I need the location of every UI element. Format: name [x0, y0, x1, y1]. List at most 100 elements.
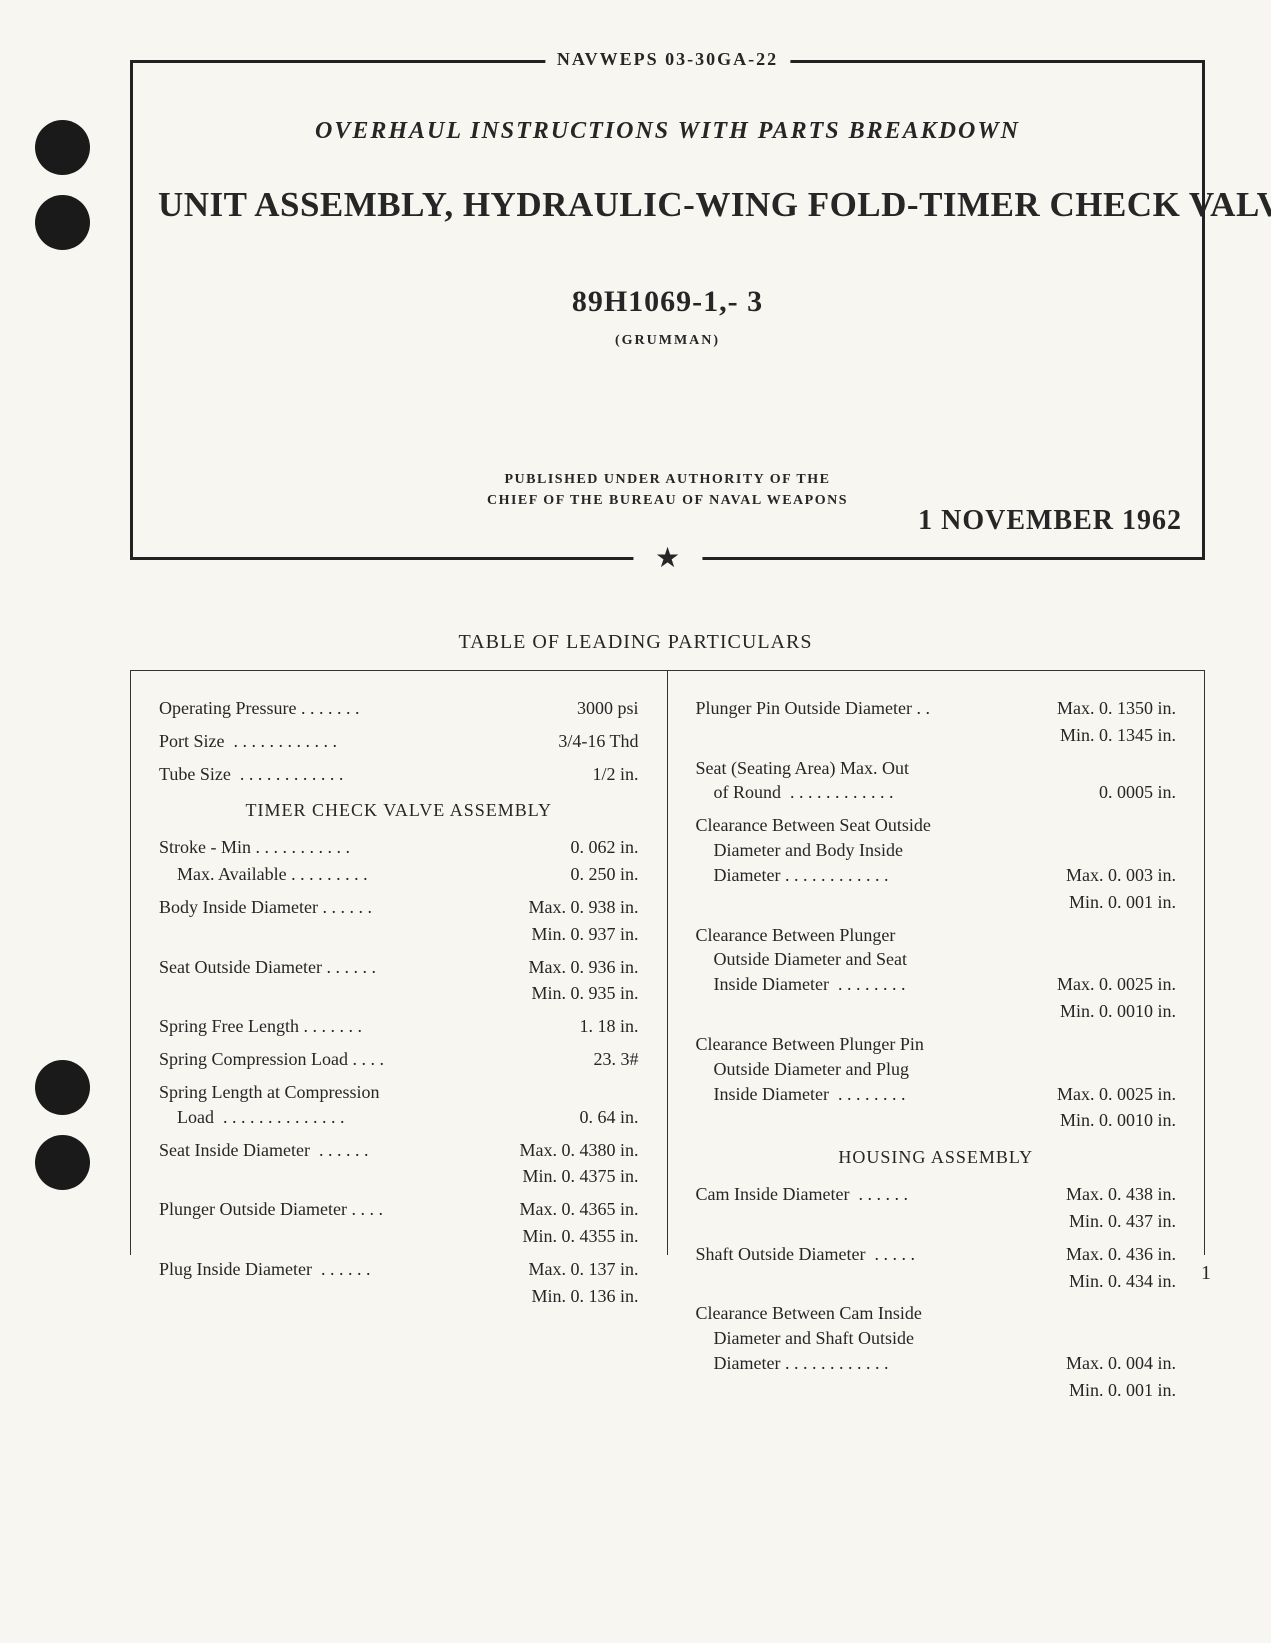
spec-value: Max. 0. 004 in.: [1058, 1351, 1176, 1376]
spec-label: Plunger Outside Diameter . . . .: [159, 1197, 383, 1222]
spec-label: Plunger Pin Outside Diameter . .: [696, 696, 930, 721]
spec-label: Cam Inside Diameter . . . . . .: [696, 1182, 908, 1207]
particulars-right-column: Plunger Pin Outside Diameter . . Max. 0.…: [668, 671, 1205, 1255]
spec-label-head: Clearance Between Seat Outside: [696, 813, 1177, 838]
spec-value: Max. 0. 1350 in.: [1049, 696, 1176, 721]
spec-row: Seat Inside Diameter . . . . . . Max. 0.…: [159, 1138, 639, 1163]
spec-row: Plunger Pin Outside Diameter . . Max. 0.…: [696, 696, 1177, 721]
particulars-table: Operating Pressure . . . . . . . 3000 ps…: [130, 670, 1205, 1255]
spec-row: Plug Inside Diameter . . . . . . Max. 0.…: [159, 1257, 639, 1282]
spec-value-min: Min. 0. 937 in.: [159, 922, 639, 947]
spec-label: Plug Inside Diameter . . . . . .: [159, 1257, 370, 1282]
spec-value: Max. 0. 938 in.: [521, 895, 639, 920]
spec-value-min: Min. 0. 434 in.: [696, 1269, 1177, 1294]
title-frame: NAVWEPS 03-30GA-22 OVERHAUL INSTRUCTIONS…: [130, 60, 1205, 560]
spec-value: Max. 0. 137 in.: [521, 1257, 639, 1282]
spec-value: Max. 0. 936 in.: [521, 955, 639, 980]
spec-label-head: Clearance Between Plunger: [696, 923, 1177, 948]
particulars-left-column: Operating Pressure . . . . . . . 3000 ps…: [131, 671, 668, 1255]
spec-row: Max. Available . . . . . . . . . 0. 250 …: [159, 862, 639, 887]
spec-value: Max. 0. 003 in.: [1058, 863, 1176, 888]
spec-row: Load . . . . . . . . . . . . . . 0. 64 i…: [159, 1105, 639, 1130]
spec-label: Diameter . . . . . . . . . . . .: [714, 863, 889, 888]
spec-label: Shaft Outside Diameter . . . . .: [696, 1242, 915, 1267]
spec-label: Spring Compression Load . . . .: [159, 1047, 384, 1072]
spec-row: Plunger Outside Diameter . . . . Max. 0.…: [159, 1197, 639, 1222]
spec-label: Port Size . . . . . . . . . . . .: [159, 729, 337, 754]
spec-label-head: Outside Diameter and Seat: [696, 947, 1177, 972]
section-subheading: HOUSING ASSEMBLY: [696, 1145, 1177, 1170]
spec-label: of Round . . . . . . . . . . . .: [714, 780, 894, 805]
spec-label: Inside Diameter . . . . . . . .: [714, 1082, 906, 1107]
document-title: UNIT ASSEMBLY, HYDRAULIC-WING FOLD-TIMER…: [158, 185, 1177, 225]
spec-row: Inside Diameter . . . . . . . . Max. 0. …: [696, 972, 1177, 997]
part-number: 89H1069-1,- 3: [158, 285, 1177, 319]
spec-label: Stroke - Min . . . . . . . . . . .: [159, 835, 350, 860]
spec-value-min: Min. 0. 0010 in.: [696, 999, 1177, 1024]
spec-value: 0. 64 in.: [571, 1105, 638, 1130]
spec-value: Max. 0. 436 in.: [1058, 1242, 1176, 1267]
spec-value: 1. 18 in.: [571, 1014, 638, 1039]
punch-hole-icon: [35, 120, 90, 175]
spec-value-min: Min. 0. 935 in.: [159, 981, 639, 1006]
spec-row: Stroke - Min . . . . . . . . . . . 0. 06…: [159, 835, 639, 860]
spec-label: Body Inside Diameter . . . . . .: [159, 895, 372, 920]
spec-value: 0. 0005 in.: [1091, 780, 1176, 805]
spec-row: of Round . . . . . . . . . . . . 0. 0005…: [696, 780, 1177, 805]
spec-value: Max. 0. 438 in.: [1058, 1182, 1176, 1207]
spec-label-head: Seat (Seating Area) Max. Out: [696, 756, 1177, 781]
spec-label: Seat Inside Diameter . . . . . .: [159, 1138, 368, 1163]
table-title: TABLE OF LEADING PARTICULARS: [459, 631, 813, 654]
spec-row: Shaft Outside Diameter . . . . . Max. 0.…: [696, 1242, 1177, 1267]
spec-row: Operating Pressure . . . . . . . 3000 ps…: [159, 696, 639, 721]
spec-label: Spring Free Length . . . . . . .: [159, 1014, 362, 1039]
punch-hole-icon: [35, 195, 90, 250]
spec-value: Max. 0. 4365 in.: [512, 1197, 639, 1222]
spec-label: Operating Pressure . . . . . . .: [159, 696, 359, 721]
publication-date: 1 NOVEMBER 1962: [918, 505, 1182, 537]
spec-value-min: Min. 0. 4355 in.: [159, 1224, 639, 1249]
spec-value-min: Min. 0. 1345 in.: [696, 723, 1177, 748]
spec-row: Spring Compression Load . . . . 23. 3#: [159, 1047, 639, 1072]
punch-hole-icon: [35, 1060, 90, 1115]
punch-hole-icon: [35, 1135, 90, 1190]
spec-row: Port Size . . . . . . . . . . . . 3/4-16…: [159, 729, 639, 754]
section-subheading: TIMER CHECK VALVE ASSEMBLY: [159, 798, 639, 823]
spec-value-min: Min. 0. 437 in.: [696, 1209, 1177, 1234]
spec-label-head: Spring Length at Compression: [159, 1080, 639, 1105]
spec-label-head: Clearance Between Cam Inside: [696, 1301, 1177, 1326]
spec-value: 0. 062 in.: [562, 835, 638, 860]
spec-label-head: Diameter and Shaft Outside: [696, 1326, 1177, 1351]
star-icon: ★: [633, 545, 702, 573]
spec-row: Diameter . . . . . . . . . . . . Max. 0.…: [696, 1351, 1177, 1376]
spec-value: 23. 3#: [586, 1047, 639, 1072]
navweps-id: NAVWEPS 03-30GA-22: [545, 49, 790, 70]
page-number: 1: [1201, 1262, 1211, 1285]
document-page: NAVWEPS 03-30GA-22 OVERHAUL INSTRUCTIONS…: [0, 0, 1271, 1643]
spec-row: Seat Outside Diameter . . . . . . Max. 0…: [159, 955, 639, 980]
authority-line: PUBLISHED UNDER AUTHORITY OF THE: [505, 472, 831, 487]
spec-value: Max. 0. 0025 in.: [1049, 1082, 1176, 1107]
spec-row: Cam Inside Diameter . . . . . . Max. 0. …: [696, 1182, 1177, 1207]
spec-row: Spring Free Length . . . . . . . 1. 18 i…: [159, 1014, 639, 1039]
spec-label: Inside Diameter . . . . . . . .: [714, 972, 906, 997]
spec-value-min: Min. 0. 136 in.: [159, 1284, 639, 1309]
spec-value: 1/2 in.: [584, 762, 638, 787]
spec-row: Tube Size . . . . . . . . . . . . 1/2 in…: [159, 762, 639, 787]
spec-row: Diameter . . . . . . . . . . . . Max. 0.…: [696, 863, 1177, 888]
spec-label: Max. Available . . . . . . . . .: [177, 862, 368, 887]
spec-row: Inside Diameter . . . . . . . . Max. 0. …: [696, 1082, 1177, 1107]
spec-value: 3/4-16 Thd: [550, 729, 638, 754]
spec-label: Seat Outside Diameter . . . . . .: [159, 955, 376, 980]
spec-value-min: Min. 0. 001 in.: [696, 1378, 1177, 1403]
title-block: OVERHAUL INSTRUCTIONS WITH PARTS BREAKDO…: [133, 63, 1202, 531]
spec-row: Body Inside Diameter . . . . . . Max. 0.…: [159, 895, 639, 920]
spec-value: Max. 0. 4380 in.: [512, 1138, 639, 1163]
spec-value: 0. 250 in.: [562, 862, 638, 887]
spec-value: 3000 psi: [569, 696, 639, 721]
authority-line: CHIEF OF THE BUREAU OF NAVAL WEAPONS: [487, 493, 848, 508]
overhaul-heading: OVERHAUL INSTRUCTIONS WITH PARTS BREAKDO…: [158, 118, 1177, 145]
spec-value-min: Min. 0. 0010 in.: [696, 1108, 1177, 1133]
spec-label: Tube Size . . . . . . . . . . . .: [159, 762, 343, 787]
spec-value-min: Min. 0. 4375 in.: [159, 1164, 639, 1189]
